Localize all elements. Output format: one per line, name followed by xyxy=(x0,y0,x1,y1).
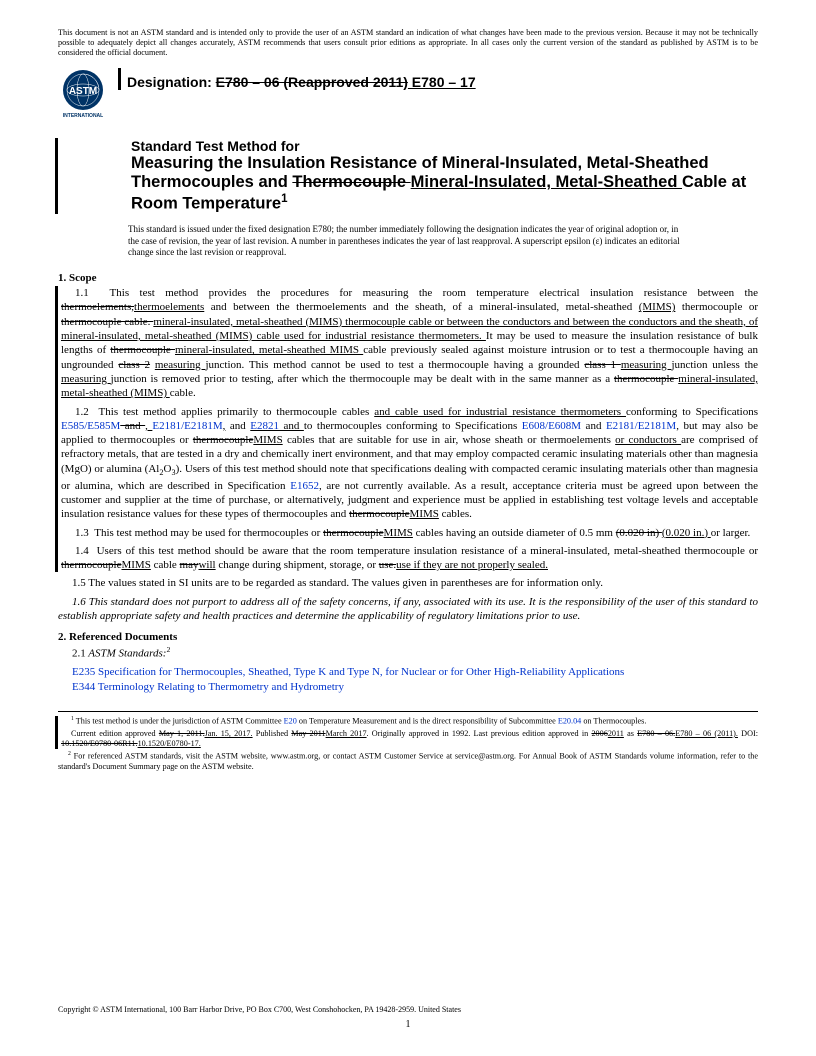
title-prefix: Standard Test Method for xyxy=(131,138,758,154)
page-number: 1 xyxy=(406,1019,411,1030)
footnote-1b: Current edition approved May 1, 2011.Jan… xyxy=(61,729,758,750)
ref-e344-code[interactable]: E344 xyxy=(72,681,95,693)
copyright-line: Copyright © ASTM International, 100 Barr… xyxy=(58,1005,461,1014)
para-1-5: 1.5 The values stated in SI units are to… xyxy=(58,576,758,590)
title-block: Standard Test Method for Measuring the I… xyxy=(131,138,758,215)
ref-e344-text: Terminology Relating to Thermometry and … xyxy=(95,681,344,693)
ref-e235-code[interactable]: E235 xyxy=(72,666,95,678)
footnote-1: 1 This test method is under the jurisdic… xyxy=(61,716,758,727)
para-1-3: 1.3 This test method may be used for the… xyxy=(61,526,758,540)
footnote-2: 2 For referenced ASTM standards, visit t… xyxy=(58,751,758,772)
section-1-head: 1. Scope xyxy=(58,272,758,284)
header-row: ASTM INTERNATIONAL Designation: E780 – 0… xyxy=(58,68,758,120)
section-2-head: 2. Referenced Documents xyxy=(58,631,758,643)
sec-2-1-num: 2.1 xyxy=(72,648,86,660)
issue-note: This standard is issued under the fixed … xyxy=(128,224,688,258)
title-main: Measuring the Insulation Resistance of M… xyxy=(131,154,758,215)
para-1-2: 1.2 This test method applies primarily t… xyxy=(61,405,758,522)
designation-old: E780 – 06 (Reapproved 2011) xyxy=(216,74,408,90)
designation-new: E780 – 17 xyxy=(408,74,476,90)
para-1-1: 1.1 This test method provides the proced… xyxy=(61,286,758,400)
sec-2-1-title: ASTM Standards: xyxy=(86,648,167,660)
svg-text:INTERNATIONAL: INTERNATIONAL xyxy=(63,113,103,119)
ref-e235: E235 Specification for Thermocouples, Sh… xyxy=(58,665,758,680)
designation-label: Designation: xyxy=(127,74,216,90)
svg-text:ASTM: ASTM xyxy=(69,86,97,97)
disclaimer-text: This document is not an ASTM standard an… xyxy=(58,28,758,58)
footnote-2-text: For referenced ASTM standards, visit the… xyxy=(58,752,758,771)
para-2-1: 2.1 ASTM Standards:2 xyxy=(58,645,758,661)
designation-line: Designation: E780 – 06 (Reapproved 2011)… xyxy=(127,74,476,90)
para-1-4: 1.4 Users of this test method should be … xyxy=(61,544,758,573)
ref-e235-text: Specification for Thermocouples, Sheathe… xyxy=(95,666,624,678)
para-1-6: 1.6 This standard does not purport to ad… xyxy=(58,595,758,624)
footnotes: 1 This test method is under the jurisdic… xyxy=(58,711,758,773)
astm-logo: ASTM INTERNATIONAL xyxy=(58,68,108,120)
ref-e344: E344 Terminology Relating to Thermometry… xyxy=(58,680,758,695)
